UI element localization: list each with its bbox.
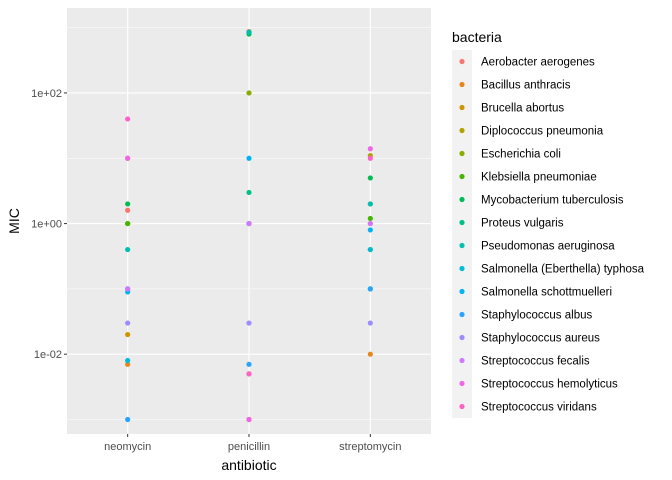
data-point: [125, 201, 131, 207]
data-point: [367, 227, 373, 233]
data-point: [125, 207, 131, 213]
data-point: [246, 361, 252, 367]
legend-key: [459, 380, 465, 387]
y-tick-label: 1e+00: [31, 219, 62, 231]
legend-label: Proteus vulgaris: [481, 218, 564, 230]
legend-key: [459, 242, 465, 249]
legend-label: Escherichia coli: [481, 149, 561, 161]
y-axis-title: MIC: [6, 208, 22, 234]
legend-label: Streptococcus hemolyticus: [481, 379, 618, 391]
data-point: [125, 320, 131, 326]
data-point: [125, 416, 131, 423]
data-point: [367, 286, 373, 292]
legend-title: bacteria: [452, 29, 502, 45]
legend-label: Aerobacter aerogenes: [481, 57, 595, 69]
legend-key: [459, 265, 465, 272]
data-point: [367, 146, 373, 152]
legend-label: Brucella abortus: [481, 103, 564, 115]
legend-key: [459, 127, 465, 134]
data-point: [125, 116, 131, 122]
legend-key-background: [452, 50, 472, 418]
data-point: [367, 155, 373, 161]
data-point: [246, 189, 252, 196]
data-point: [246, 90, 252, 96]
data-point: [246, 155, 252, 161]
data-point: [125, 246, 131, 253]
legend-label: Klebsiella pneumoniae: [481, 172, 597, 184]
data-point: [125, 220, 131, 227]
legend-key: [459, 403, 465, 410]
legend: bacteria Aerobacter aerogenes Bacillus an…: [452, 29, 645, 418]
legend-label: Streptococcus viridans: [481, 402, 597, 414]
data-point: [246, 320, 252, 326]
data-point: [367, 220, 373, 227]
legend-key: [459, 196, 465, 203]
legend-label: Staphylococcus albus: [481, 310, 592, 322]
legend-key: [459, 81, 465, 88]
data-point: [125, 361, 131, 367]
y-axis: 1e-02 1e+00 1e+02: [31, 88, 67, 361]
legend-key: [459, 150, 465, 157]
data-point: [125, 331, 131, 338]
legend-label: Streptococcus fecalis: [481, 356, 590, 368]
legend-key: [459, 104, 465, 111]
legend-key: [459, 357, 465, 364]
x-tick-label: penicillin: [228, 441, 270, 453]
x-tick-label: streptomycin: [339, 441, 401, 453]
data-point: [367, 246, 373, 253]
legend-label: Mycobacterium tuberculosis: [481, 195, 624, 207]
data-point: [246, 220, 252, 227]
data-point: [125, 357, 131, 364]
data-points: [125, 29, 373, 423]
data-point: [367, 320, 373, 326]
legend-key: [459, 334, 465, 341]
x-axis-title: antibiotic: [221, 457, 276, 473]
legend-label: Diplococcus pneumonia: [481, 126, 604, 138]
y-tick-label: 1e+02: [31, 88, 62, 100]
data-point: [367, 201, 373, 207]
x-tick-label: neomycin: [104, 441, 151, 453]
legend-label: Salmonella (Eberthella) typhosa: [481, 264, 645, 276]
legend-label: Bacillus anthracis: [481, 80, 571, 92]
legend-key: [459, 173, 465, 180]
data-point: [367, 351, 373, 357]
legend-label: Salmonella schottmuelleri: [481, 287, 612, 299]
legend-key: [459, 288, 465, 295]
legend-key: [459, 311, 465, 318]
data-point: [125, 155, 131, 161]
data-point: [246, 371, 252, 377]
data-point: [367, 175, 373, 181]
data-point: [246, 416, 252, 423]
y-tick-label: 1e-02: [34, 349, 62, 361]
data-point: [367, 215, 373, 222]
data-point: [125, 286, 131, 292]
legend-key: [459, 219, 465, 226]
data-point: [246, 29, 252, 35]
legend-label: Pseudomonas aeruginosa: [481, 241, 615, 253]
legend-key: [459, 58, 465, 65]
legend-label: Staphylococcus aureus: [481, 333, 600, 345]
x-axis: neomycin penicillin streptomycin: [104, 434, 402, 453]
